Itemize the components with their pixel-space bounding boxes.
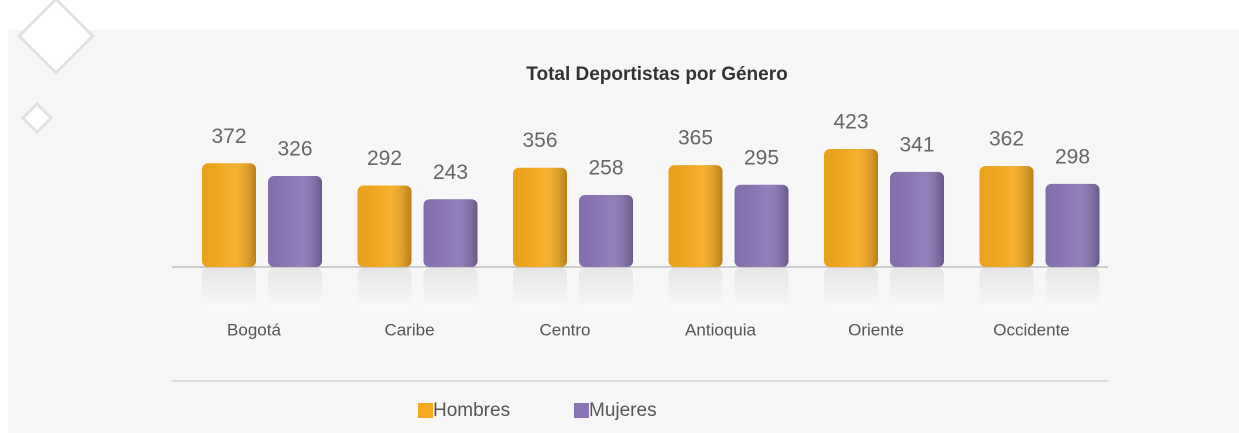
- x-tick-label: Caribe: [384, 320, 434, 339]
- data-label: 258: [588, 157, 623, 180]
- bar-reflection: [423, 268, 478, 311]
- bar-reflection: [824, 268, 878, 311]
- bar-shade: [668, 165, 723, 267]
- data-label: 292: [367, 147, 402, 170]
- bar-shade: [824, 149, 878, 267]
- bar-shade: [423, 199, 478, 267]
- data-label: 326: [277, 138, 312, 161]
- bar-shade: [1045, 183, 1100, 267]
- data-label: 356: [522, 129, 557, 152]
- bar-reflection: [890, 268, 944, 311]
- data-label: 341: [899, 133, 934, 156]
- legend-swatch: [418, 403, 433, 418]
- bar-shade: [202, 163, 256, 267]
- data-label: 243: [433, 161, 468, 184]
- x-tick-label: Bogotá: [227, 320, 281, 339]
- x-tick-label: Antioquia: [685, 320, 756, 339]
- bar-reflection: [268, 268, 322, 311]
- legend-label: Hombres: [433, 400, 510, 421]
- bar-shade: [734, 184, 789, 267]
- data-label: 362: [989, 128, 1024, 151]
- x-tick-label: Centro: [539, 320, 590, 339]
- bar-shade: [979, 166, 1034, 267]
- bar-shade: [357, 185, 412, 267]
- legend-label: Mujeres: [589, 400, 657, 421]
- bar-reflection: [579, 268, 633, 311]
- bar-shade: [268, 176, 322, 267]
- bar-reflection: [202, 268, 256, 311]
- x-tick-label: Occidente: [993, 320, 1070, 339]
- bar-reflection: [1045, 268, 1100, 311]
- x-tick-label: Oriente: [848, 320, 904, 339]
- data-label: 365: [678, 127, 713, 150]
- bar-reflection: [734, 268, 789, 311]
- data-label: 295: [744, 146, 779, 169]
- bar-shade: [890, 171, 944, 267]
- chart-title: Total Deportistas por Género: [526, 64, 787, 85]
- decoration: [17, 0, 95, 135]
- bar-reflection: [357, 268, 412, 311]
- data-label: 298: [1055, 145, 1090, 168]
- bar-reflection: [979, 268, 1034, 311]
- legend-swatch: [574, 403, 589, 418]
- data-label: 372: [211, 125, 246, 148]
- bar-shade: [513, 167, 567, 267]
- bar-shade: [579, 195, 633, 267]
- data-label: 423: [833, 111, 868, 134]
- bar-reflection: [513, 268, 567, 311]
- bar-reflection: [668, 268, 723, 311]
